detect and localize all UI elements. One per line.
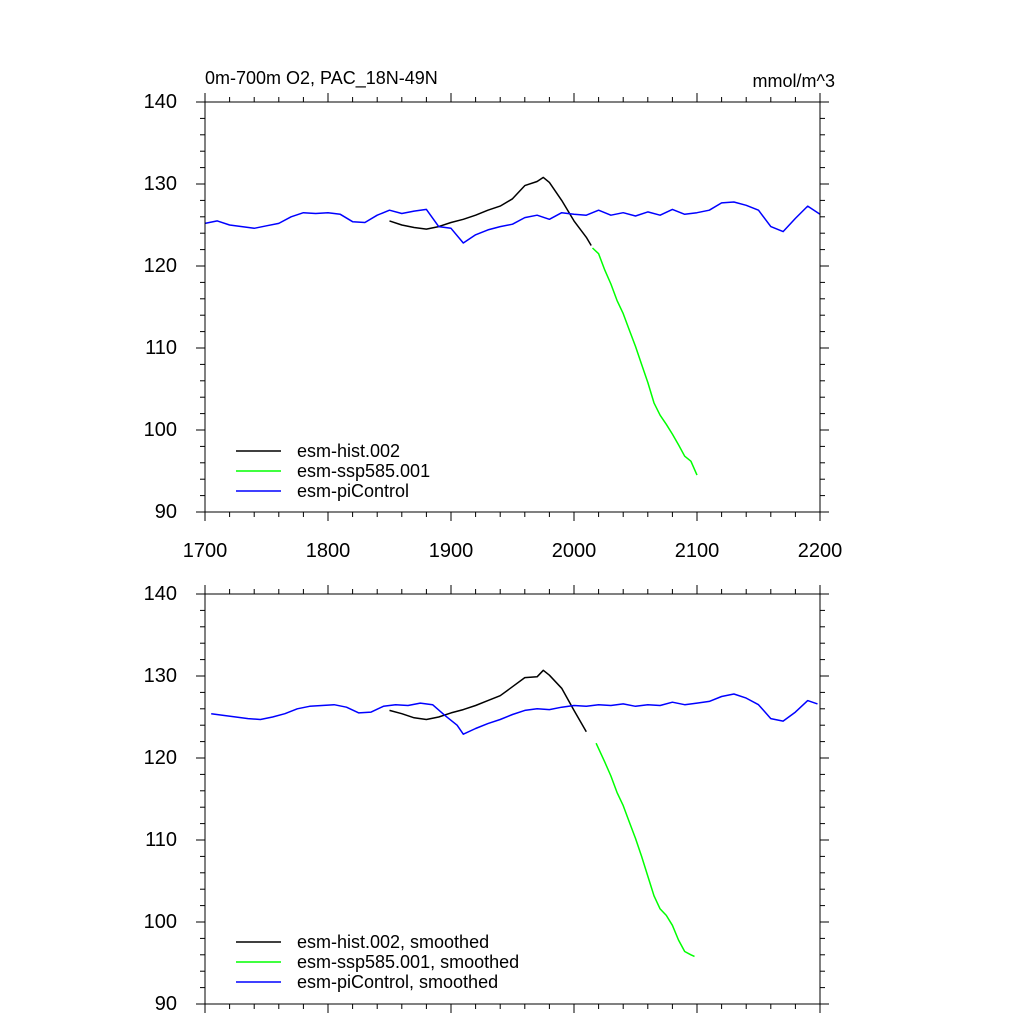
x-tick-label-1900: 1900: [429, 540, 474, 562]
legend-label-picontrol: esm-piControl: [297, 481, 409, 501]
series-line-esm-ssp585-001-smoothed: [595, 742, 695, 958]
legend-label-hist-smoothed: esm-hist.002, smoothed: [297, 932, 489, 952]
top-y-tick-label-100: 100: [144, 419, 177, 441]
chart-title: 0m-700m O2, PAC_18N-49N: [205, 68, 438, 89]
units-label: mmol/m^3: [753, 71, 835, 91]
series-line-esm-hist-002: [389, 176, 592, 246]
top-x-tick-labels: 1700 1800 1900 2000 2100 2200: [183, 540, 843, 562]
bottom-y-tick-label-110: 110: [145, 829, 177, 851]
series-line-esm-ssp585-001: [591, 247, 698, 476]
bottom-series-layer: [211, 669, 818, 958]
bottom-plot-frame: [204, 593, 821, 1005]
top-panel: 90 100 110 120 130 140 1700 1800 1900 20…: [144, 91, 843, 562]
bottom-y-tick-label-120: 120: [144, 747, 177, 769]
series-line-esm-picontrol: [204, 201, 821, 244]
top-tick-layer: [196, 93, 829, 521]
legend-label-ssp585-smoothed: esm-ssp585.001, smoothed: [297, 952, 519, 972]
top-y-tick-label-130: 130: [144, 173, 177, 195]
bottom-tick-layer: [196, 585, 829, 1013]
bottom-y-tick-label-90: 90: [155, 993, 177, 1015]
bottom-y-tick-label-140: 140: [144, 583, 177, 605]
top-y-tick-label-110: 110: [145, 337, 177, 359]
legend-label-hist: esm-hist.002: [297, 441, 400, 461]
x-tick-label-2000: 2000: [552, 540, 597, 562]
top-y-tick-label-120: 120: [144, 255, 177, 277]
x-tick-label-1800: 1800: [306, 540, 351, 562]
x-tick-label-2200: 2200: [798, 540, 843, 562]
series-line-esm-picontrol-smoothed: [211, 693, 818, 735]
series-line-esm-hist-002-smoothed: [389, 669, 587, 733]
bottom-y-tick-label-100: 100: [144, 911, 177, 933]
top-y-tick-label-90: 90: [155, 501, 177, 523]
bottom-legend: esm-hist.002, smoothed esm-ssp585.001, s…: [236, 932, 519, 992]
bottom-y-tick-label-130: 130: [144, 665, 177, 687]
bottom-y-tick-labels: 90 100 110 120 130 140: [144, 583, 177, 1015]
legend-label-ssp585: esm-ssp585.001: [297, 461, 430, 481]
x-tick-label-2100: 2100: [675, 540, 720, 562]
legend-label-picontrol-smoothed: esm-piControl, smoothed: [297, 972, 498, 992]
top-y-tick-labels: 90 100 110 120 130 140: [144, 91, 177, 523]
top-legend: esm-hist.002 esm-ssp585.001 esm-piContro…: [236, 441, 430, 501]
bottom-panel: 90 100 110 120 130 140 esm-hist.002, smo…: [144, 583, 829, 1015]
top-series-layer: [204, 176, 821, 476]
top-y-tick-label-140: 140: [144, 91, 177, 113]
top-plot-frame: [204, 101, 821, 513]
x-tick-label-1700: 1700: [183, 540, 228, 562]
